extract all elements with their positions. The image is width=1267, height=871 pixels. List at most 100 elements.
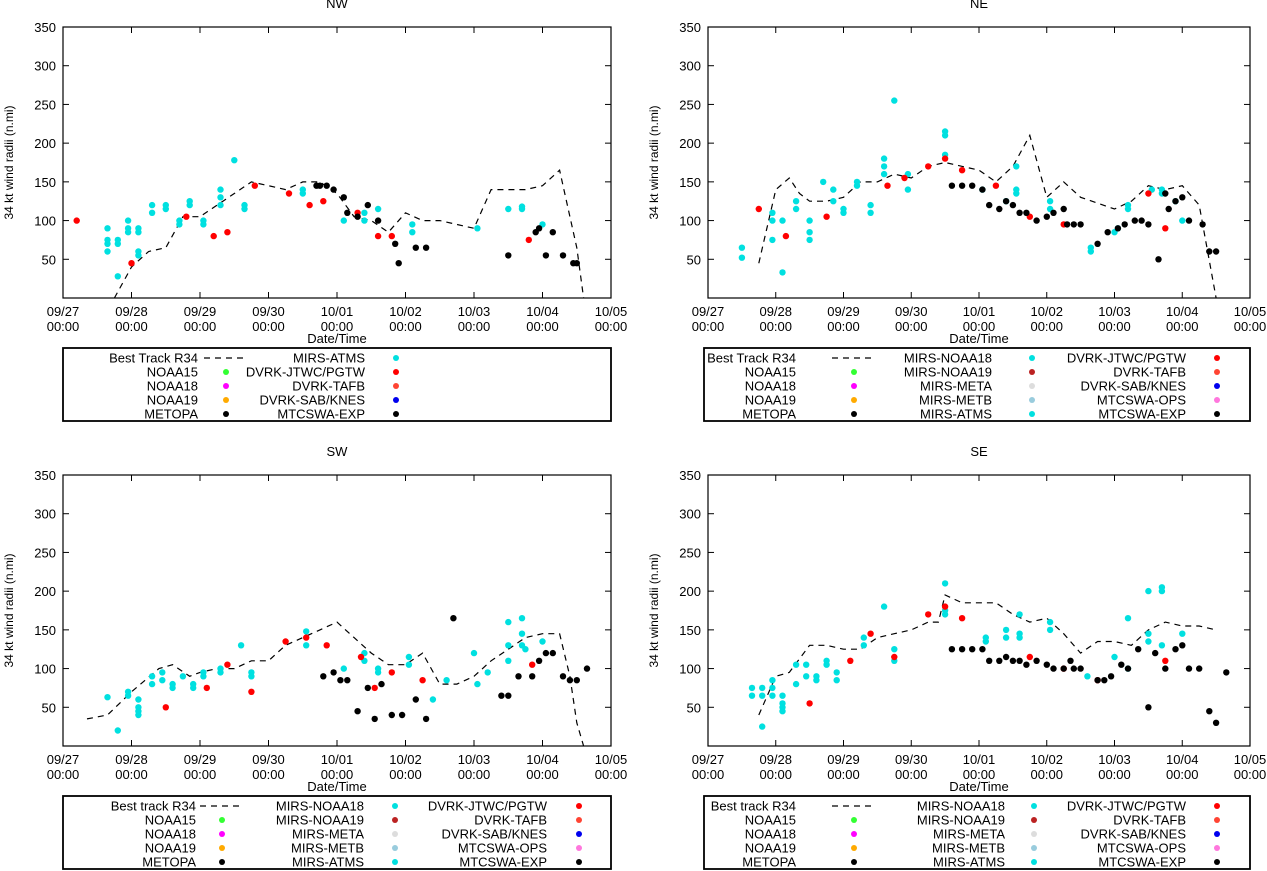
data-point [549, 229, 556, 236]
x-tick-time: 00:00 [759, 319, 792, 334]
legend-dot-symbol [576, 817, 582, 823]
chart-se: SE3503002502001501005009/2700:0009/2800:… [647, 444, 1266, 870]
data-point [1131, 217, 1139, 224]
legend-dot-symbol [1029, 397, 1035, 403]
data-point [505, 692, 512, 699]
data-point [1185, 217, 1193, 224]
data-point [484, 669, 491, 676]
data-point [412, 244, 419, 251]
data-point [237, 642, 245, 649]
data-point [867, 201, 874, 209]
data-point [529, 661, 536, 668]
data-point [958, 182, 966, 189]
x-tick-time: 00:00 [458, 767, 491, 782]
data-point [833, 677, 840, 684]
x-axis-label: Date/Time [307, 779, 366, 794]
x-tick-time: 00:00 [827, 319, 860, 334]
x-tick-time: 00:00 [458, 319, 491, 334]
series-dvrk-jtwc-pgtw [755, 155, 1169, 240]
data-point [1145, 630, 1152, 637]
data-point [820, 178, 827, 186]
data-point [371, 715, 378, 723]
data-point [860, 642, 867, 649]
data-point [429, 696, 437, 703]
legend-dot-symbol [223, 369, 229, 375]
legend-dot-symbol [1214, 383, 1220, 389]
legend-label: MTCSWA-EXP [277, 407, 365, 422]
legend-dot-symbol [219, 859, 225, 865]
best-track-line [758, 594, 1217, 716]
legend-frame [62, 795, 612, 870]
data-point [941, 132, 949, 139]
legend-dot-symbol [851, 383, 857, 389]
data-point [979, 646, 986, 653]
data-point [1145, 704, 1152, 711]
data-point [941, 603, 949, 610]
data-point [941, 155, 949, 162]
y-tick-label: 50 [42, 700, 56, 715]
x-tick-date: 09/27 [692, 752, 725, 767]
legend-label: MTCSWA-OPS [1097, 841, 1186, 856]
x-tick-time: 00:00 [321, 319, 354, 334]
data-point [200, 221, 207, 228]
x-tick-date: 09/27 [47, 752, 80, 767]
y-tick-label: 150 [679, 175, 701, 190]
x-tick-date: 10/03 [458, 752, 491, 767]
data-point [1023, 209, 1030, 216]
legend-dot-symbol [223, 397, 229, 403]
series-mirs-atms [104, 615, 546, 734]
data-point [806, 236, 813, 244]
legend-dot-symbol [393, 411, 399, 417]
legend-label: MIRS-ATMS [293, 351, 365, 366]
legend-dot-symbol [1214, 831, 1220, 837]
data-point [474, 680, 481, 688]
x-tick-time: 00:00 [827, 767, 860, 782]
legend-label: DVRK-JTWC/PGTW [428, 799, 548, 814]
legend-label: MIRS-META [292, 827, 364, 842]
data-point [231, 157, 238, 164]
legend-dot-symbol [851, 411, 857, 417]
data-point [474, 225, 481, 232]
data-point [518, 630, 526, 637]
data-point [559, 673, 567, 680]
legend-label: DVRK-JTWC/PGTW [1067, 799, 1187, 814]
data-point [996, 205, 1003, 213]
data-point [1067, 657, 1074, 664]
chart-title: NE [970, 0, 988, 11]
data-point [1087, 248, 1095, 255]
legend-dot-symbol [393, 397, 399, 403]
y-tick-label: 200 [679, 136, 701, 151]
data-point [248, 673, 255, 680]
x-tick-date: 10/05 [1234, 304, 1267, 319]
legend-dot-symbol [576, 859, 582, 865]
data-point [769, 236, 776, 244]
data-point [1002, 653, 1010, 661]
data-point [948, 646, 956, 653]
y-tick-label: 250 [679, 545, 701, 560]
best-track-line [758, 133, 1217, 299]
data-point [755, 205, 762, 213]
legend-label: MIRS-NOAA18 [917, 799, 1005, 814]
data-point [769, 677, 776, 684]
legend-dot-symbol [851, 831, 857, 837]
data-point [224, 229, 231, 236]
legend-dot-symbol [223, 411, 229, 417]
data-point [830, 186, 837, 193]
y-tick-label: 350 [679, 20, 701, 35]
data-point [847, 657, 854, 664]
data-point [880, 170, 888, 178]
data-point [1179, 194, 1186, 201]
data-point [803, 661, 810, 668]
data-point [792, 680, 800, 688]
data-point [515, 673, 522, 680]
x-tick-time: 00:00 [184, 319, 217, 334]
data-point [159, 677, 166, 684]
data-point [1179, 217, 1186, 224]
data-point [748, 684, 756, 692]
legend-label: NOAA15 [147, 365, 198, 380]
x-tick-time: 00:00 [115, 767, 148, 782]
legend-dot-symbol [392, 831, 398, 837]
data-point [748, 692, 756, 699]
legend-label: DVRK-TAFB [474, 813, 547, 828]
data-point [124, 692, 132, 699]
